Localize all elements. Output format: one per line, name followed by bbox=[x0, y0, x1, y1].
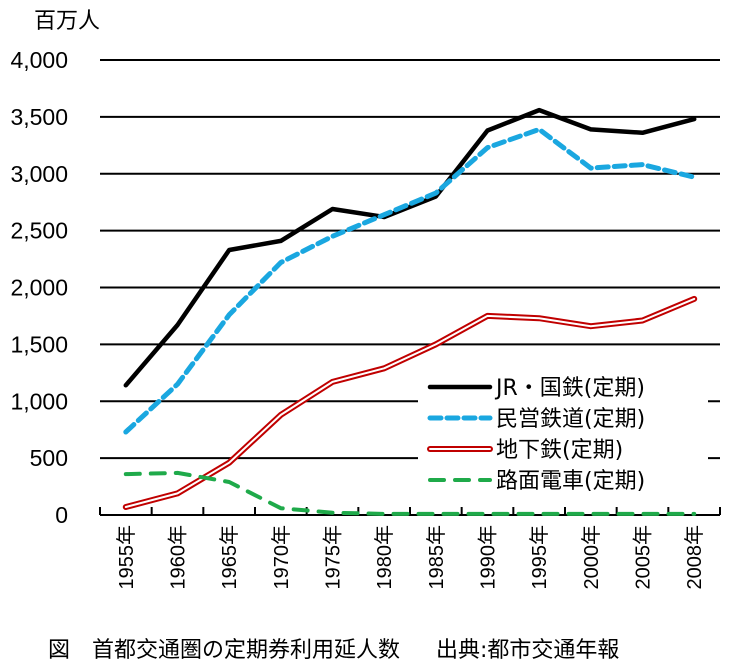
legend-label: 路面電車(定期) bbox=[496, 469, 645, 494]
y-tick-label: 1,000 bbox=[10, 388, 68, 414]
legend-label: 地下鉄(定期) bbox=[496, 438, 623, 463]
x-tick-label: 1990年 bbox=[477, 525, 500, 590]
y-tick-label: 2,000 bbox=[10, 275, 68, 301]
y-tick-label: 0 bbox=[55, 502, 68, 528]
legend-label: 民営鉄道(定期) bbox=[496, 407, 645, 432]
x-tick-label: 1980年 bbox=[373, 525, 396, 590]
x-tick-label: 1960年 bbox=[167, 525, 190, 590]
y-tick-label: 1,500 bbox=[10, 331, 68, 357]
x-tick-label: 1985年 bbox=[425, 525, 448, 590]
caption-title: 図 首都交通圏の定期券利用延人数 bbox=[48, 638, 401, 663]
y-axis-unit-label: 百万人 bbox=[34, 9, 100, 34]
y-tick-label: 2,500 bbox=[10, 218, 68, 244]
legend: JR・国鉄(定期) 民営鉄道(定期) 地下鉄(定期) 路面電車(定期) bbox=[418, 370, 708, 498]
series-line-jr bbox=[123, 107, 697, 388]
series-line-tram bbox=[123, 470, 697, 516]
x-tick-label: 2008年 bbox=[683, 525, 706, 590]
y-tick-label: 500 bbox=[30, 445, 68, 471]
line-chart: 百万人 0 500 1,000 1,500 2,000 2,500 3,000 3,500 4,… bbox=[10, 9, 721, 590]
caption-source: 出典:都市交通年報 bbox=[436, 638, 620, 663]
series-lines bbox=[122, 107, 698, 516]
series-line-subway-inner bbox=[124, 297, 696, 508]
legend-label: JR・国鉄(定期) bbox=[494, 376, 645, 401]
y-tick-label: 3,000 bbox=[10, 161, 68, 187]
y-tick-label: 4,000 bbox=[10, 47, 68, 73]
x-tick-label: 1995年 bbox=[528, 525, 551, 590]
series-line-private-rail bbox=[123, 126, 697, 435]
y-tick-label: 3,500 bbox=[10, 104, 68, 130]
x-tick-label: 1965年 bbox=[218, 525, 241, 590]
figure-caption: 図 首都交通圏の定期券利用延人数 出典:都市交通年報 bbox=[48, 632, 655, 664]
x-tick-label: 2005年 bbox=[632, 525, 655, 590]
x-tick-label: 1955年 bbox=[115, 525, 138, 590]
y-tick-labels: 0 500 1,000 1,500 2,000 2,500 3,000 3,500 4,000 bbox=[10, 47, 68, 528]
x-tick-labels: 1955年 1960年 1965年 1970年 1975年 1980年 1985年 1990年… bbox=[115, 525, 706, 590]
x-tick-label: 2000年 bbox=[580, 525, 603, 590]
legend-background bbox=[418, 370, 708, 498]
x-tick-label: 1970年 bbox=[270, 525, 293, 590]
x-tick-label: 1975年 bbox=[322, 525, 345, 590]
